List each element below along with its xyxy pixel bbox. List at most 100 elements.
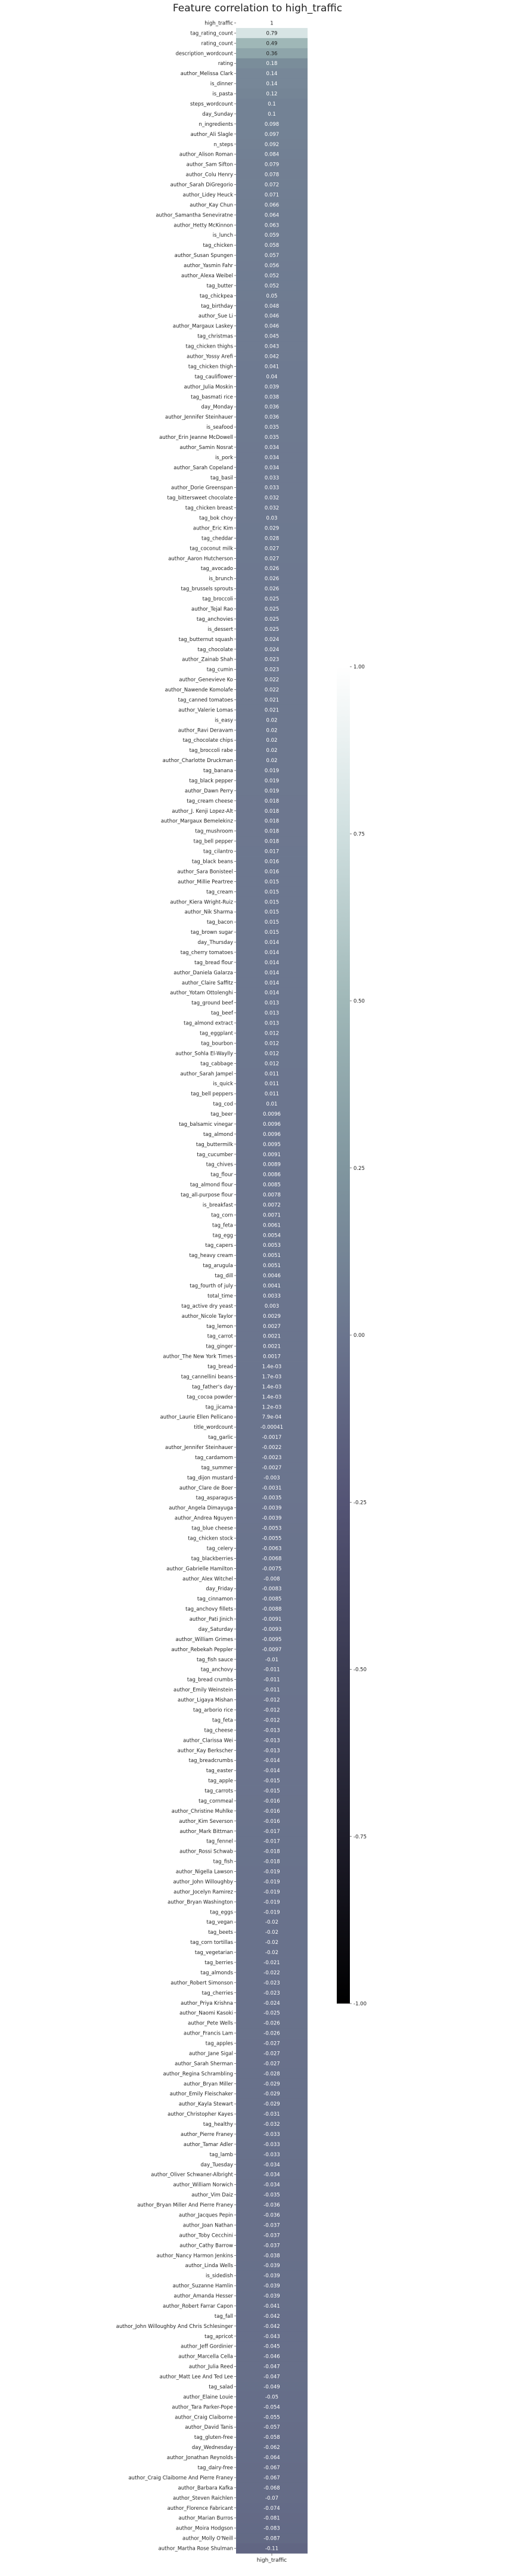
cell-value: -0.068 <box>263 2485 280 2491</box>
cell-value: 0.056 <box>265 263 279 269</box>
cell-value: 0.064 <box>265 212 279 218</box>
heatmap-cell <box>236 311 308 321</box>
cell-value: 0.0054 <box>263 1233 281 1239</box>
row-label: tag_bittersweet chocolate <box>167 496 233 501</box>
row-label: tag_birthday <box>201 304 233 309</box>
heatmap-cell <box>236 1846 308 1857</box>
colorbar-tick-label: 0.50 <box>353 999 365 1005</box>
heatmap-cell <box>236 2321 308 2332</box>
cell-value: 0.0096 <box>263 1132 281 1138</box>
row-label: author_Toby Cecchini <box>179 2233 233 2238</box>
heatmap-cell <box>236 2391 308 2402</box>
heatmap-cell <box>236 2129 308 2140</box>
cell-value: -0.034 <box>263 2162 280 2168</box>
row-label: tag_cream cheese <box>187 798 233 804</box>
cell-value: 0.097 <box>265 132 279 138</box>
row-label: author_Robert Farrar Capon <box>163 2303 233 2309</box>
heatmap-cell <box>236 2200 308 2210</box>
heatmap-cell <box>236 301 308 311</box>
row-label: author_Pete Wells <box>188 2021 233 2027</box>
heatmap-cell <box>236 704 308 716</box>
heatmap-cell <box>236 2351 308 2362</box>
cell-value: 0.063 <box>265 222 279 228</box>
cell-value: -0.039 <box>263 2273 280 2279</box>
heatmap-cell <box>236 1664 308 1675</box>
row-label: author_Linda Wells <box>185 2263 234 2269</box>
row-label: author_William Grimes <box>176 1637 234 1643</box>
row-label: author_Zainab Shah <box>182 657 233 663</box>
cell-value: -0.074 <box>263 2506 280 2512</box>
row-label: author_The New York Times <box>163 1354 233 1360</box>
cell-value: 0.013 <box>265 1021 279 1027</box>
row-label: n_ingredients <box>199 122 234 128</box>
heatmap-cell <box>236 1624 308 1634</box>
cell-value: 0.49 <box>266 41 278 47</box>
row-label: author_Melissa Clark <box>181 71 233 77</box>
cell-value: 0.092 <box>265 142 279 148</box>
row-label: author_Millie Peartree <box>178 879 233 885</box>
cell-value: -0.043 <box>263 2334 280 2340</box>
heatmap-cell <box>236 98 308 109</box>
heatmap-cell <box>236 1724 308 1736</box>
row-label: tag_buttermilk <box>196 1142 233 1148</box>
heatmap-cell <box>236 1654 308 1665</box>
heatmap-cell <box>236 1391 308 1402</box>
row-label: author_Hetty McKinnon <box>173 222 233 228</box>
row-label: n_steps <box>214 142 234 148</box>
row-label: author_Ravi Deravam <box>178 727 233 733</box>
heatmap-cell <box>236 1927 308 1938</box>
row-label: tag_blackberries <box>191 1556 234 1562</box>
cell-value: -0.067 <box>263 2475 280 2481</box>
row-label: is_pasta <box>212 91 233 97</box>
row-label: tag_dill <box>215 1273 233 1279</box>
heatmap-cell <box>236 2008 308 2018</box>
row-label: author_Naomi Kasoki <box>179 2011 233 2017</box>
heatmap-cell <box>236 1209 308 1221</box>
cell-value: -0.064 <box>263 2455 280 2461</box>
row-label: is_seafood <box>206 425 233 431</box>
heatmap-cell <box>236 58 308 69</box>
row-label: tag_cheddar <box>201 535 233 541</box>
row-label: tag_feta <box>212 1717 233 1723</box>
row-label: author_Erin Jeanne McDowell <box>159 435 233 441</box>
row-label: tag_heavy cream <box>190 1253 233 1259</box>
row-label: tag_capers <box>205 1243 233 1249</box>
row-label: author_Dawn Perry <box>185 788 233 794</box>
row-label: author_Andrea Nguyen <box>175 1516 233 1522</box>
row-label: tag_dijon mustard <box>187 1475 233 1481</box>
heatmap-cell <box>236 1078 308 1089</box>
row-label: author_Molly O'Neill <box>182 2536 233 2542</box>
cell-value: -0.012 <box>263 1707 280 1713</box>
cell-value: 0.023 <box>265 657 279 663</box>
cell-value: -0.0017 <box>262 1435 282 1441</box>
heatmap-cell <box>236 1190 308 1200</box>
row-label: tag_apple <box>208 1778 233 1784</box>
heatmap-cell <box>236 351 308 362</box>
cell-value: -0.011 <box>263 1667 280 1673</box>
heatmap-cell <box>236 78 308 89</box>
cell-value: -0.024 <box>263 2001 280 2007</box>
row-label: tag_broccoli <box>203 596 233 602</box>
heatmap-cell <box>236 1543 308 1554</box>
row-label: tag_fennel <box>206 1839 233 1845</box>
cell-value: 0.018 <box>265 798 279 804</box>
cell-value: 0.022 <box>265 688 279 693</box>
row-label: author_Sue Li <box>198 314 233 320</box>
row-label: tag_cornmeal <box>198 1798 233 1804</box>
cell-value: 0.033 <box>265 485 279 491</box>
cell-value: -0.058 <box>263 2435 280 2441</box>
heatmap-cell <box>236 1785 308 1796</box>
heatmap-cell <box>236 977 308 988</box>
cell-value: -0.0091 <box>262 1617 282 1623</box>
row-label: tag_black pepper <box>189 778 233 784</box>
heatmap-cell <box>236 1482 308 1493</box>
heatmap-cell <box>236 88 308 99</box>
heatmap-cell <box>236 68 308 79</box>
row-label: author_Pati Jinich <box>190 1617 233 1623</box>
heatmap-cell <box>236 1219 308 1231</box>
row-label: author_Pierre Franey <box>181 2132 233 2138</box>
row-label: author_Robert Simonson <box>170 1980 233 1986</box>
row-label: tag_blue cheese <box>192 1526 233 1532</box>
cell-value: -0.05 <box>265 2394 278 2400</box>
row-label: author_Jennifer Steinhauer <box>165 1445 233 1451</box>
